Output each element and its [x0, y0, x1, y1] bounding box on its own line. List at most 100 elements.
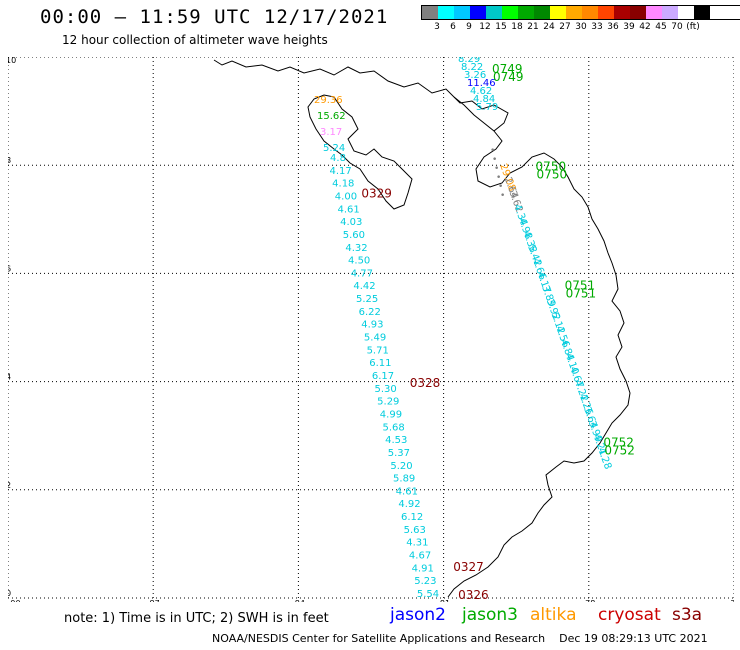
grid-lines: -90 -87 -84 -81 -78 -75 0 2 4 6 8 10	[8, 57, 734, 602]
swh-label: 4.00	[335, 191, 357, 202]
swh-label: 5.68	[382, 422, 404, 433]
swh-label: 5.30	[375, 384, 397, 395]
swh-label: 4.91	[412, 563, 434, 574]
swh-label: 6.17	[372, 371, 394, 382]
swh-label: 4.61	[396, 486, 418, 497]
swh-label: 8.29	[458, 57, 480, 65]
satellite-tracks: 4.8 4.17 4.184.00 4.61 4.03 5.60 4.32 4.504.77 4…	[314, 57, 635, 602]
swh-label: 4.50	[348, 256, 370, 267]
legend-swatch	[598, 6, 614, 19]
credit-line: NOAA/NESDIS Center for Satellite Applica…	[212, 632, 708, 645]
legend-label: 18	[511, 22, 523, 32]
y-tick-label: 0	[8, 589, 11, 598]
legend-label: 24	[543, 22, 555, 32]
swh-label: •	[490, 146, 495, 156]
satellite-legend-item: cryosat	[598, 605, 661, 625]
pass-time-label: 0752	[604, 444, 635, 458]
swh-label: 4.18	[332, 179, 354, 190]
legend-label: 36	[607, 22, 619, 32]
legend-label: 33	[591, 22, 603, 32]
swh-label: 29.36	[314, 95, 343, 106]
swh-label: 4.32	[345, 243, 367, 254]
swh-label: 4.8	[330, 153, 346, 164]
map-title: 00:00 – 11:59 UTC 12/17/2021	[40, 6, 389, 28]
legend-label: 3	[434, 22, 440, 32]
swh-label: 4.31	[406, 538, 428, 549]
swh-label: 4.17	[330, 166, 352, 177]
swh-label: 4.62	[470, 86, 492, 97]
swh-label: 4.92	[398, 499, 420, 510]
swh-label: 8.22	[461, 62, 483, 73]
legend-swatch	[550, 6, 566, 19]
swh-label: 5.23	[414, 576, 436, 587]
pass-time-label: 0326	[458, 588, 489, 602]
swh-label: 4.67	[409, 551, 431, 562]
legend-swatch	[534, 6, 550, 19]
legend-swatch	[518, 6, 534, 19]
swh-label: 5.20	[390, 461, 412, 472]
legend-swatch	[678, 6, 694, 19]
pass-time-label: 0751	[565, 279, 596, 293]
y-tick-label: 6	[8, 264, 11, 273]
legend-swatches	[421, 5, 740, 20]
map-subtitle: 12 hour collection of altimeter wave hei…	[62, 33, 328, 47]
swh-label: •	[496, 173, 501, 183]
pass-time-label: 0328	[410, 376, 441, 390]
legend-label: 9	[466, 22, 472, 32]
legend-label: 6	[450, 22, 456, 32]
legend-label: 21	[527, 22, 539, 32]
legend-label: (ft)	[686, 22, 700, 32]
swh-label: 6.12	[401, 512, 423, 523]
swh-label: 6.22	[359, 307, 381, 318]
coastline	[213, 59, 631, 598]
satellite-legend-item: s3a	[672, 605, 703, 625]
legend-swatch	[454, 6, 470, 19]
swh-label: 5.49	[364, 333, 386, 344]
coastline-north	[307, 94, 413, 210]
swh-label: 11.46	[467, 78, 496, 89]
swh-label: 4.99	[380, 409, 402, 420]
swh-label: 5.89	[393, 474, 415, 485]
legend-swatch	[646, 6, 662, 19]
x-tick-label: -90	[8, 599, 21, 602]
swh-label: 5.24	[323, 143, 345, 154]
swh-label: 5.25	[356, 294, 378, 305]
swh-label: •	[498, 182, 503, 192]
satellite-legend-item: jason2	[390, 605, 446, 625]
y-tick-label: 2	[8, 481, 11, 490]
pass-time-label: 0327	[453, 560, 484, 574]
legend-labels: 3 6 9 12 15 18 21 24 27 30 33 36 39 42 45 70 (ft)	[421, 22, 740, 34]
swh-label: 5.79	[476, 102, 498, 113]
legend-label: 27	[559, 22, 571, 32]
swh-label: 4.84	[473, 94, 495, 105]
legend-label: 45	[655, 22, 667, 32]
color-legend: 3 6 9 12 15 18 21 24 27 30 33 36 39 42 45 70 (ft)	[421, 5, 740, 34]
swh-label: 4.03	[340, 217, 362, 228]
note-text: note: 1) Time is in UTC; 2) SWH is in fe…	[64, 611, 329, 626]
swh-label: •	[500, 191, 505, 201]
swh-label: 4.77	[351, 268, 373, 279]
swh-label: 5.63	[404, 525, 426, 536]
satellite-legend-item: jason3	[462, 605, 518, 625]
pass-time-label: 0750	[537, 168, 568, 182]
legend-swatch	[566, 6, 582, 19]
swh-label: 4.61	[337, 204, 359, 215]
legend-swatch	[422, 6, 438, 19]
coastline-gulf	[453, 96, 495, 132]
swh-label: 5.54	[417, 589, 439, 600]
pass-time-label: 0749	[492, 62, 523, 76]
legend-swatch	[470, 6, 486, 19]
legend-swatch	[582, 6, 598, 19]
legend-label: 70	[671, 22, 683, 32]
legend-label: 15	[495, 22, 507, 32]
legend-swatch	[662, 6, 678, 19]
swh-label: 4.93	[361, 320, 383, 331]
pass-time-label: 0750	[536, 160, 567, 174]
legend-swatch	[502, 6, 518, 19]
swh-label: 3.26	[464, 70, 486, 81]
x-tick-label: -78	[582, 599, 595, 602]
pass-time-label: 0752	[603, 436, 634, 450]
legend-label: 39	[623, 22, 635, 32]
x-tick-label: -84	[292, 599, 305, 602]
legend-label: 30	[575, 22, 587, 32]
